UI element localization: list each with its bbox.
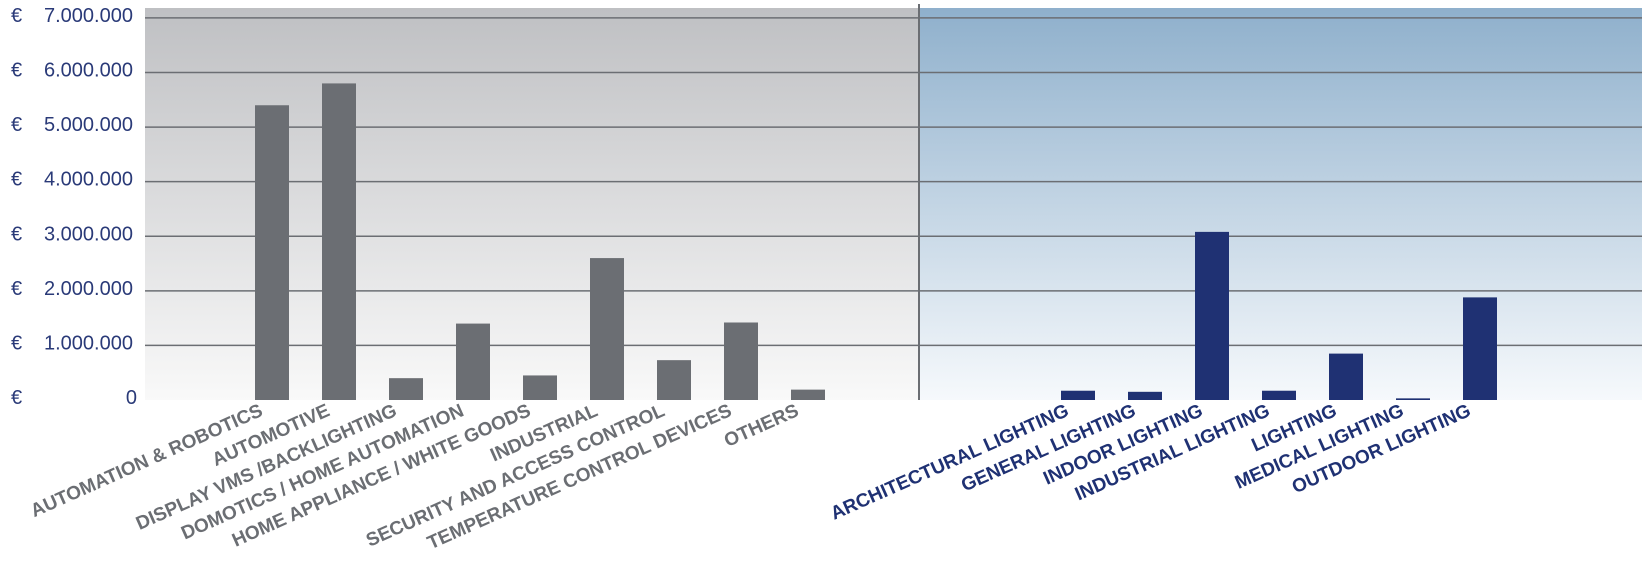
bar: [1128, 391, 1162, 400]
y-tick-label: 6.000.000: [44, 60, 133, 82]
y-tick-currency: €: [11, 223, 22, 245]
x-tick-label: OTHERS: [721, 400, 802, 451]
y-tick-currency: €: [11, 60, 22, 82]
bar: [1195, 231, 1229, 400]
bar: [1329, 353, 1363, 400]
y-tick-currency: €: [11, 278, 22, 300]
y-tick-label: 4.000.000: [44, 169, 133, 191]
bar: [1262, 390, 1296, 400]
y-tick-currency: €: [11, 5, 22, 27]
bar: [1061, 390, 1095, 400]
bar: [657, 360, 691, 400]
bar: [791, 389, 825, 400]
y-tick-label: 5.000.000: [44, 114, 133, 136]
bar: [456, 323, 490, 400]
y-tick-label: 0: [126, 387, 137, 409]
y-tick-label: 1.000.000: [44, 332, 133, 354]
bar: [523, 375, 557, 400]
bar: [255, 105, 289, 400]
bar: [389, 378, 423, 400]
y-tick-currency: €: [11, 332, 22, 354]
panel-right-background: [920, 8, 1642, 400]
y-tick-label: 7.000.000: [44, 5, 133, 27]
bar: [724, 322, 758, 400]
x-tick-label: DISPLAY VMS /BACKLIGHTING: [133, 400, 400, 534]
y-tick-label: 2.000.000: [44, 278, 133, 300]
y-tick-label: 3.000.000: [44, 223, 133, 245]
bar: [1463, 297, 1497, 400]
y-tick-currency: €: [11, 387, 22, 409]
bar: [1396, 398, 1430, 400]
bars: [255, 83, 1497, 401]
bar: [322, 83, 356, 401]
y-tick-currency: €: [11, 169, 22, 191]
bar: [590, 258, 624, 400]
y-tick-currency: €: [11, 114, 22, 136]
gridlines: [145, 17, 1642, 347]
y-axis: €0 € 1.000.000 € 2.000.000 € 3.000.000 € 4.000.0…: [11, 5, 137, 409]
